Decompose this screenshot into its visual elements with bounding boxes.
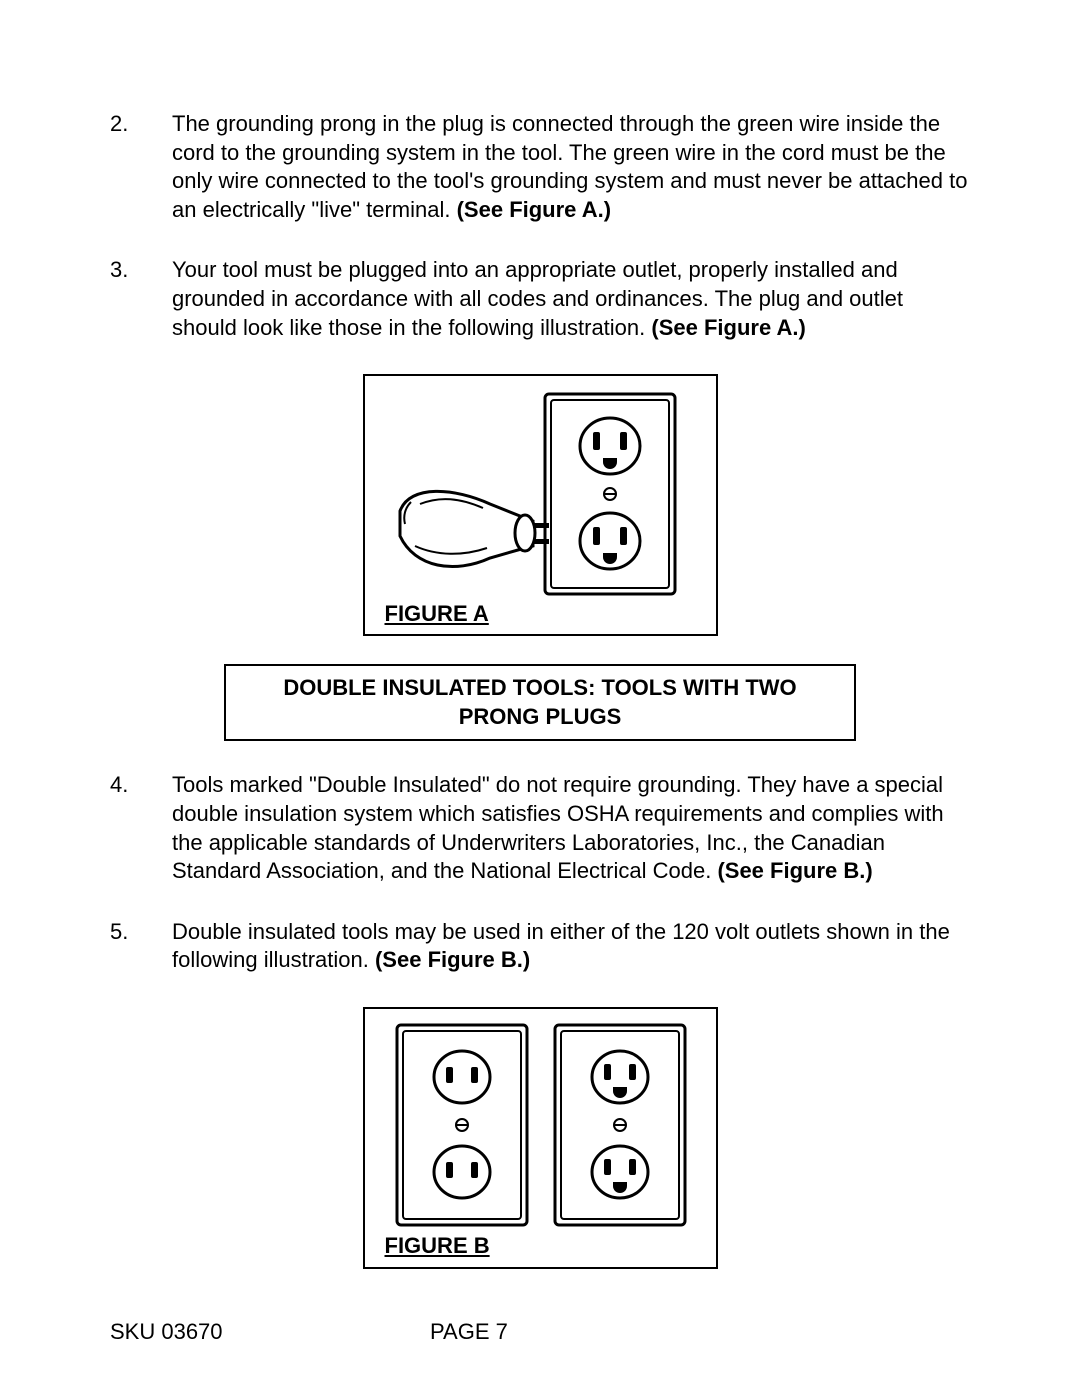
list-text: The grounding prong in the plug is conne… [172,110,970,224]
see-figure-ref: (See Figure A.) [651,315,805,340]
figure-a-caption: FIGURE A [385,600,489,629]
list-item-2: 2. The grounding prong in the plug is co… [110,110,970,224]
see-figure-ref: (See Figure B.) [717,858,872,883]
figure-a-box: FIGURE A [363,374,718,636]
body-text: Double insulated tools may be used in ei… [172,919,950,973]
list-text: Your tool must be plugged into an approp… [172,256,970,342]
see-figure-ref: (See Figure A.) [457,197,611,222]
list-number: 2. [110,110,172,224]
figure-b-caption: FIGURE B [385,1232,490,1261]
list-number: 4. [110,771,172,885]
list-item-4: 4. Tools marked "Double Insulated" do no… [110,771,970,885]
figure-b-illustration [365,1009,716,1239]
list-item-5: 5. Double insulated tools may be used in… [110,918,970,975]
list-item-3: 3. Your tool must be plugged into an app… [110,256,970,342]
page-footer: SKU 03670 PAGE 7 [110,1318,970,1347]
footer-page-number: PAGE 7 [430,1318,508,1347]
section-header: DOUBLE INSULATED TOOLS: TOOLS WITH TWO P… [224,664,856,741]
list-text: Double insulated tools may be used in ei… [172,918,970,975]
figure-a-illustration [365,376,716,606]
figure-b-box: FIGURE B [363,1007,718,1269]
list-number: 5. [110,918,172,975]
list-number: 3. [110,256,172,342]
document-page: 2. The grounding prong in the plug is co… [0,0,1080,1397]
see-figure-ref: (See Figure B.) [375,947,530,972]
list-text: Tools marked "Double Insulated" do not r… [172,771,970,885]
footer-sku: SKU 03670 [110,1318,430,1347]
